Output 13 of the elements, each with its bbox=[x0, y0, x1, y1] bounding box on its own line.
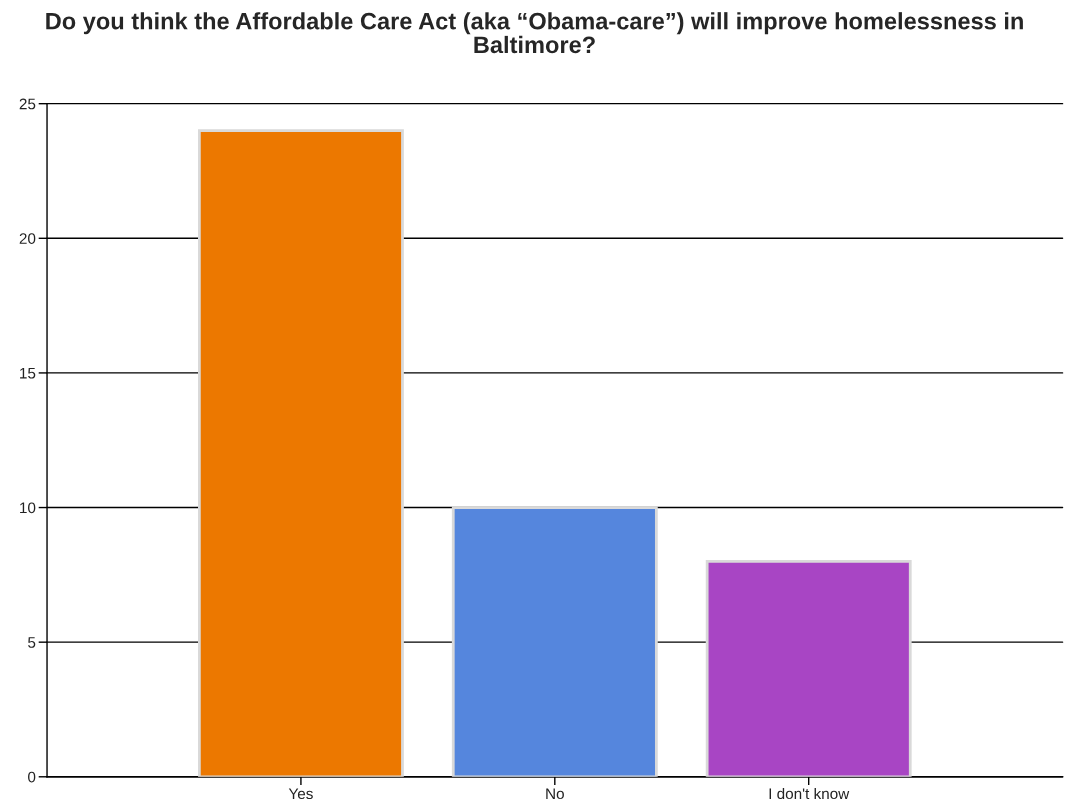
bar bbox=[705, 560, 912, 777]
x-tick-label: No bbox=[546, 788, 564, 800]
y-tick-label: 5 bbox=[28, 637, 36, 648]
x-tick-label: I don't know bbox=[769, 787, 850, 800]
y-tick-label: 10 bbox=[20, 502, 36, 514]
y-tick-label: 25 bbox=[19, 98, 36, 110]
y-tick-label: 15 bbox=[20, 367, 36, 379]
chart-title: Do you think the Affordable Care Act (aka “Obama-care”) will improve homelessness in Baltimore? bbox=[46, 12, 1023, 54]
y-tick-label: 20 bbox=[19, 233, 36, 244]
bar bbox=[197, 129, 404, 777]
x-tick-label: Yes bbox=[288, 788, 313, 800]
bar bbox=[451, 506, 658, 777]
y-tick-label: 0 bbox=[28, 771, 36, 783]
